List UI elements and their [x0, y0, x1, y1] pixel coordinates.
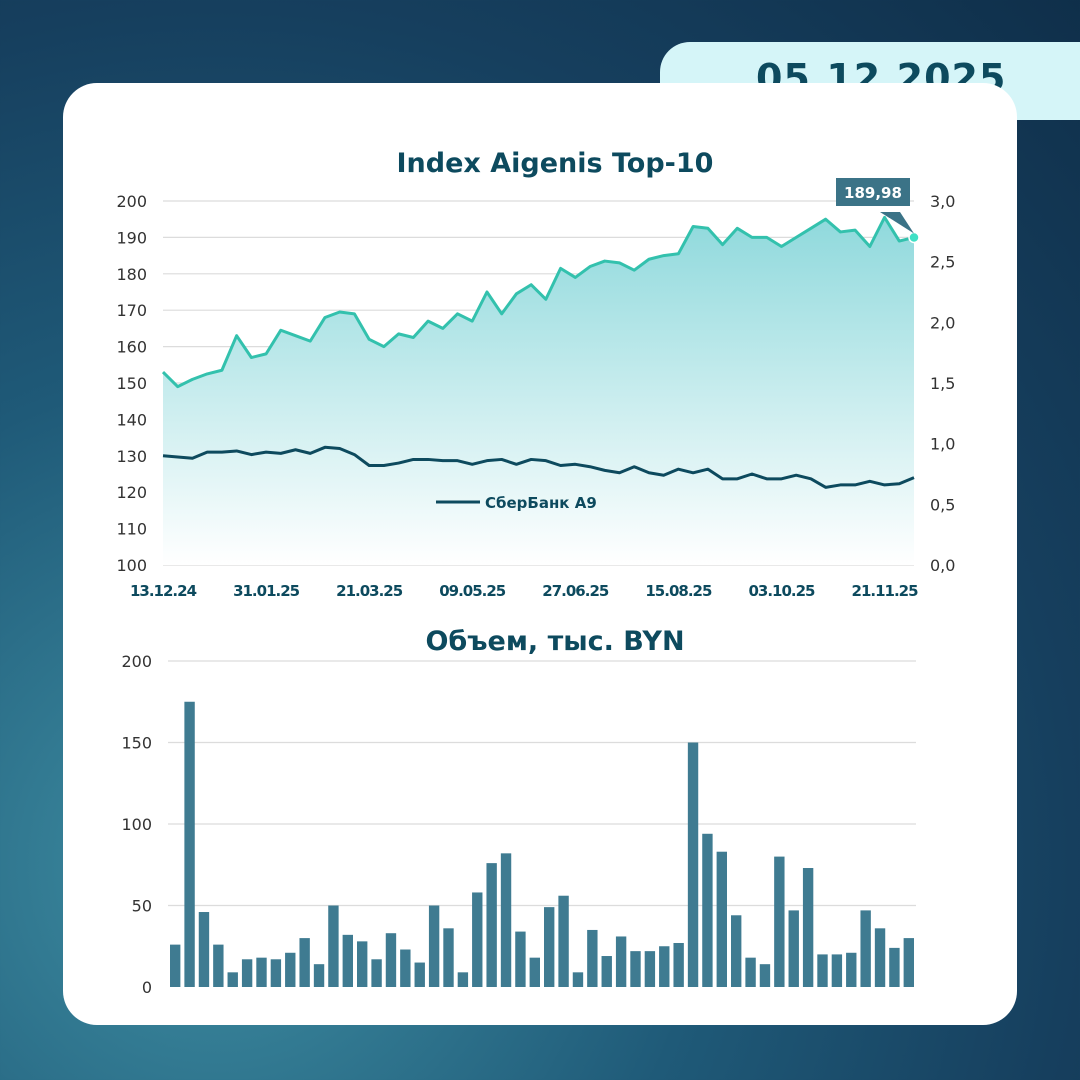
x-axis-tick: 31.01.25: [233, 582, 300, 600]
legend-label-sber: СберБанк А9: [485, 494, 597, 512]
volume-bar: [745, 957, 756, 987]
volume-bar: [659, 946, 670, 987]
volume-bar: [903, 938, 914, 987]
y-axis-tick: 50: [132, 897, 152, 916]
volume-bar: [874, 928, 886, 987]
left-axis-tick: 100: [116, 556, 147, 575]
y-axis-tick: 100: [121, 815, 152, 834]
volume-bar: [630, 951, 641, 987]
left-axis-tick: 160: [116, 338, 147, 357]
left-axis-tick: 170: [116, 301, 147, 320]
volume-bar: [644, 951, 656, 987]
x-axis-tick: 13.12.24: [130, 582, 197, 600]
volume-bar: [558, 895, 569, 987]
last-value-label: 189,98: [844, 184, 902, 202]
volume-bar: [601, 956, 612, 987]
volume-bar: [342, 934, 353, 987]
volume-bar: [428, 905, 440, 987]
left-axis-tick: 180: [116, 265, 147, 284]
volume-bar: [414, 962, 425, 987]
volume-bar: [328, 905, 339, 987]
volume-bar: [198, 912, 210, 987]
volume-bar: [299, 938, 310, 987]
x-axis-tick: 15.08.25: [645, 582, 712, 600]
volume-bar: [184, 701, 195, 987]
volume-bar: [270, 959, 282, 987]
right-axis-tick: 0,5: [930, 495, 955, 514]
right-axis-tick: 2,5: [930, 253, 955, 272]
volume-bar: [472, 892, 483, 987]
volume-bar: [846, 952, 857, 987]
volume-bar: [256, 957, 267, 987]
volume-bar: [544, 907, 555, 987]
volume-bar: [443, 928, 454, 987]
volume-bar: [241, 959, 253, 987]
right-axis-tick: 2,0: [930, 313, 955, 332]
right-axis-tick: 3,0: [930, 192, 955, 211]
volume-bar: [774, 856, 785, 987]
volume-bar: [486, 863, 497, 987]
volume-chart-title: Объем, тыс. BYN: [425, 626, 684, 657]
volume-bar: [615, 936, 627, 987]
x-axis-tick: 21.11.25: [852, 582, 919, 600]
volume-bar: [457, 972, 469, 987]
volume-bar: [572, 972, 584, 987]
volume-bar: [716, 851, 727, 987]
volume-bar: [587, 929, 598, 987]
left-axis-tick: 130: [116, 447, 147, 466]
volume-bar: [371, 959, 382, 987]
y-axis-tick: 0: [142, 978, 152, 997]
volume-bar: [673, 942, 684, 987]
volume-bar: [227, 972, 238, 987]
volume-bar: [400, 949, 411, 987]
volume-bar: [788, 910, 799, 987]
volume-bar: [515, 931, 526, 987]
callout-box: [836, 178, 910, 206]
index-chart-title: Index Aigenis Top-10: [397, 148, 714, 179]
volume-bar: [860, 910, 871, 987]
volume-bar: [357, 941, 368, 987]
volume-bar: [529, 957, 540, 987]
left-axis-tick: 150: [116, 374, 147, 393]
volume-bar: [889, 947, 900, 987]
sber-line: [162, 445, 915, 489]
right-axis-tick: 1,0: [930, 435, 955, 454]
volume-bar: [285, 952, 296, 987]
volume-bar: [702, 833, 713, 987]
volume-bar: [385, 933, 397, 987]
volume-bar: [802, 868, 814, 987]
x-axis-tick: 09.05.25: [439, 582, 506, 600]
volume-bar: [213, 944, 224, 987]
left-axis-tick: 120: [116, 483, 147, 502]
left-axis-tick: 110: [116, 520, 147, 539]
right-axis-tick: 0,0: [930, 556, 955, 575]
left-axis-tick: 200: [116, 192, 147, 211]
last-value-marker: [908, 231, 920, 244]
volume-bar: [170, 944, 181, 987]
volume-bar: [500, 853, 512, 987]
callout-pointer: [880, 212, 914, 234]
x-axis-tick: 03.10.25: [748, 582, 815, 600]
x-axis-tick: 21.03.25: [336, 582, 403, 600]
volume-bar: [687, 742, 699, 987]
left-axis-tick: 190: [116, 228, 147, 247]
left-axis-tick: 140: [116, 410, 147, 429]
volume-bar: [831, 954, 843, 987]
x-axis-tick: 27.06.25: [542, 582, 609, 600]
volume-bar: [817, 954, 828, 987]
volume-bar: [313, 964, 325, 987]
index-line: [161, 215, 915, 389]
y-axis-tick: 150: [121, 734, 152, 753]
right-axis-tick: 1,5: [930, 374, 955, 393]
index-area: [163, 217, 914, 565]
y-axis-tick: 200: [121, 652, 152, 671]
volume-bar: [731, 915, 742, 987]
volume-bar: [759, 964, 771, 987]
